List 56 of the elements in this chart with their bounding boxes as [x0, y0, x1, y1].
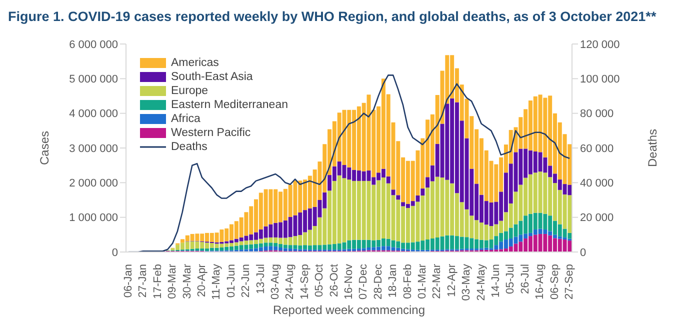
x-axis-title: Reported week commencing [272, 303, 426, 317]
x-tick-label: 20-Apr [196, 264, 208, 298]
x-tick-label: 26-Oct [328, 264, 340, 298]
legend-label: Europe [171, 85, 208, 97]
x-tick-label: 03-May [460, 264, 473, 301]
x-tick-label: 01-Mar [416, 264, 429, 299]
legend-label: Eastern Mediterranean [171, 99, 288, 111]
x-tick-label: 18-Jan [387, 264, 400, 298]
x-tick-label: 30-Mar [181, 264, 194, 299]
x-tick-label: 22-Mar [431, 264, 444, 299]
x-tick-label: 13-Jul [254, 264, 267, 294]
y-axis-title: Cases [37, 130, 52, 166]
legend-label: South-East Asia [171, 71, 253, 83]
y2-tick-label: 80 000 [580, 108, 614, 120]
x-tick-label: 27-Jan [137, 264, 150, 298]
x-tick-label: 05-Oct [314, 264, 326, 298]
y-tick-label: 1 000 000 [69, 212, 118, 224]
y-tick-label: 3 000 000 [69, 142, 118, 155]
x-tick-label: 28-Dec [372, 264, 384, 300]
x-tick-label: 05-Jul [504, 264, 517, 294]
x-tick-label: 11-May [210, 264, 223, 300]
y2-tick-label: 20 000 [580, 212, 614, 224]
x-tick-label: 03-Aug [269, 264, 282, 300]
legend-label: Deaths [171, 141, 208, 153]
x-tick-label: 17-Feb [152, 264, 164, 299]
x-tick-label: 07-Dec [358, 264, 370, 300]
x-tick-label: 14-Sep [298, 264, 311, 300]
x-tick-label: 06-Jan [122, 264, 134, 298]
y-tick-label: 6 000 000 [69, 38, 118, 51]
y2-tick-label: 120 000 [580, 38, 620, 51]
y2-tick-label: 40 000 [580, 178, 614, 190]
x-tick-label: 08-Feb [402, 264, 414, 299]
x-tick-label: 24-May [475, 264, 488, 301]
legend-label: Americas [171, 57, 219, 69]
x-tick-label: 16-Nov [343, 264, 355, 300]
y-tick-label: 0 [112, 246, 118, 259]
x-tick-label: 12-Apr [446, 264, 458, 298]
x-tick-label: 16-Aug [534, 264, 546, 300]
x-tick-label: 01-Jun [225, 264, 238, 298]
x-tick-label: 09-Mar [166, 264, 179, 299]
x-tick-label: 22-Jun [240, 264, 252, 298]
y2-axis-title: Deaths [645, 128, 660, 168]
y2-tick-label: 0 [580, 246, 586, 259]
legend-label: Western Pacific [171, 127, 251, 139]
chart-title: Figure 1. COVID-19 cases reported weekly by WHO Region, and global deaths, as of 3 October 2021** [8, 8, 658, 26]
y2-tick-label: 60 000 [580, 142, 614, 155]
x-tick-label: 26-Jul [519, 264, 532, 294]
x-tick-label: 14-Jun [490, 264, 502, 298]
x-tick-label: 27-Sep [564, 264, 576, 300]
y-tick-label: 4 000 000 [69, 108, 118, 120]
x-tick-label: 06-Sep [548, 264, 561, 300]
legend-label: Africa [171, 113, 200, 125]
y-tick-label: 2 000 000 [69, 178, 118, 190]
y-tick-label: 5 000 000 [69, 74, 118, 86]
y2-tick-label: 100 000 [580, 74, 620, 86]
x-tick-label: 24-Aug [284, 264, 296, 300]
